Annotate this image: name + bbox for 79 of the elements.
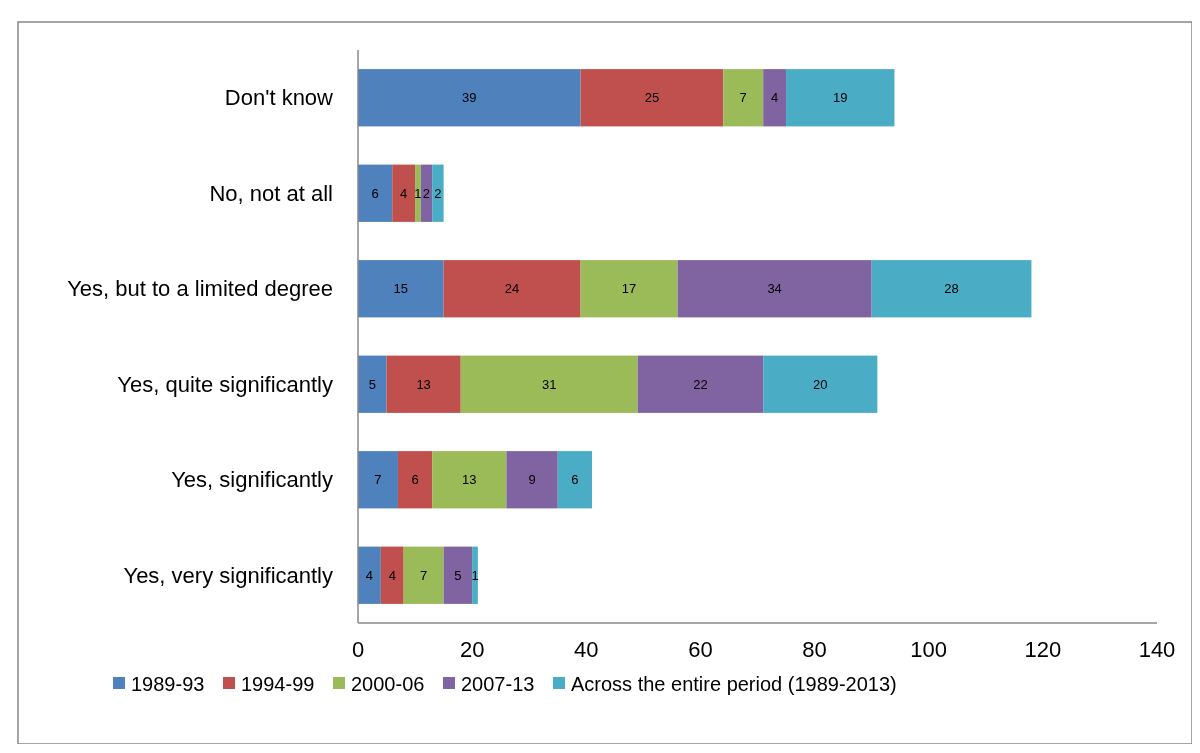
x-tick-label: 0 — [351, 637, 365, 662]
bar — [358, 69, 581, 127]
bar — [677, 260, 872, 318]
bar — [460, 355, 638, 413]
bar — [397, 451, 433, 509]
bar — [403, 546, 444, 604]
bar — [580, 260, 678, 318]
data-label: 9 — [528, 472, 536, 488]
y-tick-label: Yes, significantly — [171, 467, 333, 493]
data-label: 7 — [739, 90, 747, 106]
bar — [432, 164, 444, 222]
x-tick-label: 20 — [459, 637, 485, 662]
bar — [443, 260, 581, 318]
data-label: 2 — [434, 185, 442, 201]
data-label: 2 — [422, 185, 431, 201]
bar — [386, 355, 461, 413]
data-label: 6 — [371, 185, 379, 201]
data-label: 20 — [813, 376, 828, 392]
bar — [358, 451, 398, 509]
x-tick-label: 100 — [910, 637, 948, 662]
y-tick-label: Yes, very significantly — [123, 562, 333, 588]
data-label: 22 — [693, 376, 708, 392]
data-label: 31 — [541, 376, 557, 392]
bar — [506, 451, 558, 509]
data-label: 15 — [393, 281, 409, 297]
bar — [358, 164, 393, 222]
data-label: 6 — [571, 472, 579, 488]
data-label: 17 — [621, 281, 637, 297]
y-tick-label: Yes, quite significantly — [117, 371, 333, 397]
data-label: 28 — [944, 281, 959, 297]
bar — [432, 451, 507, 509]
data-label: 4 — [771, 90, 779, 106]
x-tick-label: 80 — [802, 637, 827, 662]
data-label: 5 — [368, 376, 376, 392]
legend-label: 1989-93 — [131, 673, 205, 695]
x-tick-label: 120 — [1024, 637, 1062, 662]
data-label: 24 — [504, 281, 520, 297]
bar — [415, 164, 421, 222]
data-label: 34 — [767, 281, 782, 297]
legend-label: 1994-99 — [241, 673, 315, 695]
bar — [443, 546, 473, 604]
bar — [380, 546, 404, 604]
data-label: 4 — [388, 567, 396, 583]
data-label: 1 — [414, 185, 422, 201]
bar — [557, 451, 592, 509]
data-label: 19 — [833, 90, 848, 106]
x-tick-label: 60 — [688, 637, 713, 662]
legend-label: Across the entire period (1989-2013) — [571, 673, 897, 695]
bar — [392, 164, 416, 222]
bar — [723, 69, 764, 127]
y-tick-label: Yes, but to a limited degree — [67, 276, 333, 302]
x-tick-label: 40 — [574, 637, 599, 662]
bar — [358, 355, 387, 413]
data-label: 5 — [454, 567, 462, 583]
data-label: 13 — [416, 376, 431, 392]
bar — [420, 164, 433, 222]
data-label: 6 — [411, 472, 419, 488]
y-tick-label: No, not at all — [209, 180, 333, 206]
data-label: 39 — [462, 90, 477, 106]
legend-label: 2000-06 — [351, 673, 425, 695]
bar — [786, 69, 895, 127]
data-label: 25 — [644, 90, 660, 106]
x-tick-label: 140 — [1138, 637, 1176, 662]
bar — [358, 546, 381, 604]
data-label: 7 — [374, 472, 382, 488]
bar — [580, 69, 724, 127]
data-label: 13 — [462, 472, 477, 488]
bar — [763, 69, 787, 127]
legend-label: 2007-13 — [461, 673, 535, 695]
data-label: 1 — [471, 567, 479, 583]
bar — [637, 355, 764, 413]
bar — [763, 355, 878, 413]
y-tick-label: Don't know — [224, 85, 334, 111]
bar — [358, 260, 444, 318]
bar — [871, 260, 1032, 318]
data-label: 4 — [400, 185, 408, 201]
data-label: 7 — [420, 567, 428, 583]
data-label: 4 — [365, 567, 374, 583]
bar — [472, 546, 478, 604]
